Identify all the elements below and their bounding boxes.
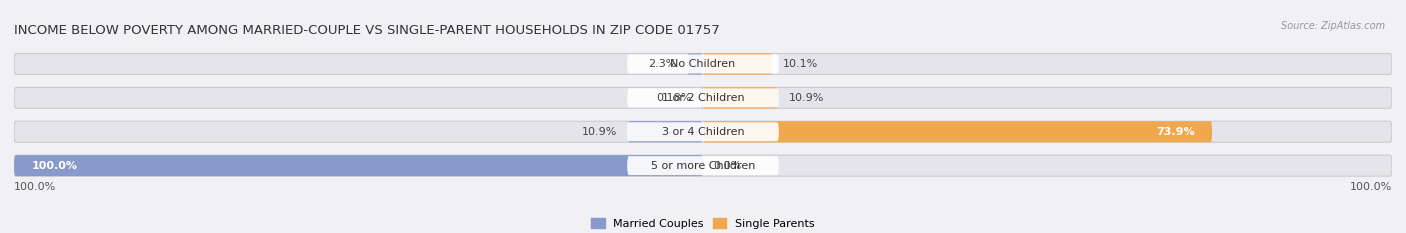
Text: INCOME BELOW POVERTY AMONG MARRIED-COUPLE VS SINGLE-PARENT HOUSEHOLDS IN ZIP COD: INCOME BELOW POVERTY AMONG MARRIED-COUPL… bbox=[14, 24, 720, 37]
FancyBboxPatch shape bbox=[627, 88, 779, 107]
Text: 2.3%: 2.3% bbox=[648, 59, 676, 69]
FancyBboxPatch shape bbox=[14, 155, 1392, 176]
Text: 0.0%: 0.0% bbox=[713, 161, 741, 171]
FancyBboxPatch shape bbox=[703, 121, 1212, 142]
Text: 73.9%: 73.9% bbox=[1156, 127, 1195, 137]
FancyBboxPatch shape bbox=[14, 87, 1392, 108]
FancyBboxPatch shape bbox=[703, 87, 778, 108]
Text: No Children: No Children bbox=[671, 59, 735, 69]
Text: 1 or 2 Children: 1 or 2 Children bbox=[662, 93, 744, 103]
Text: 10.9%: 10.9% bbox=[789, 93, 824, 103]
FancyBboxPatch shape bbox=[627, 122, 779, 141]
Text: 0.18%: 0.18% bbox=[657, 93, 692, 103]
FancyBboxPatch shape bbox=[627, 156, 779, 175]
FancyBboxPatch shape bbox=[14, 121, 1392, 142]
Text: 10.9%: 10.9% bbox=[582, 127, 617, 137]
Legend: Married Couples, Single Parents: Married Couples, Single Parents bbox=[586, 214, 820, 233]
Text: 10.1%: 10.1% bbox=[783, 59, 818, 69]
FancyBboxPatch shape bbox=[703, 53, 772, 75]
FancyBboxPatch shape bbox=[14, 53, 1392, 75]
Text: 100.0%: 100.0% bbox=[1350, 182, 1392, 192]
FancyBboxPatch shape bbox=[14, 155, 703, 176]
Text: 3 or 4 Children: 3 or 4 Children bbox=[662, 127, 744, 137]
Text: 100.0%: 100.0% bbox=[31, 161, 77, 171]
Text: 100.0%: 100.0% bbox=[14, 182, 56, 192]
Text: 5 or more Children: 5 or more Children bbox=[651, 161, 755, 171]
Text: Source: ZipAtlas.com: Source: ZipAtlas.com bbox=[1281, 21, 1385, 31]
FancyBboxPatch shape bbox=[628, 121, 703, 142]
FancyBboxPatch shape bbox=[688, 53, 703, 75]
FancyBboxPatch shape bbox=[627, 55, 779, 73]
